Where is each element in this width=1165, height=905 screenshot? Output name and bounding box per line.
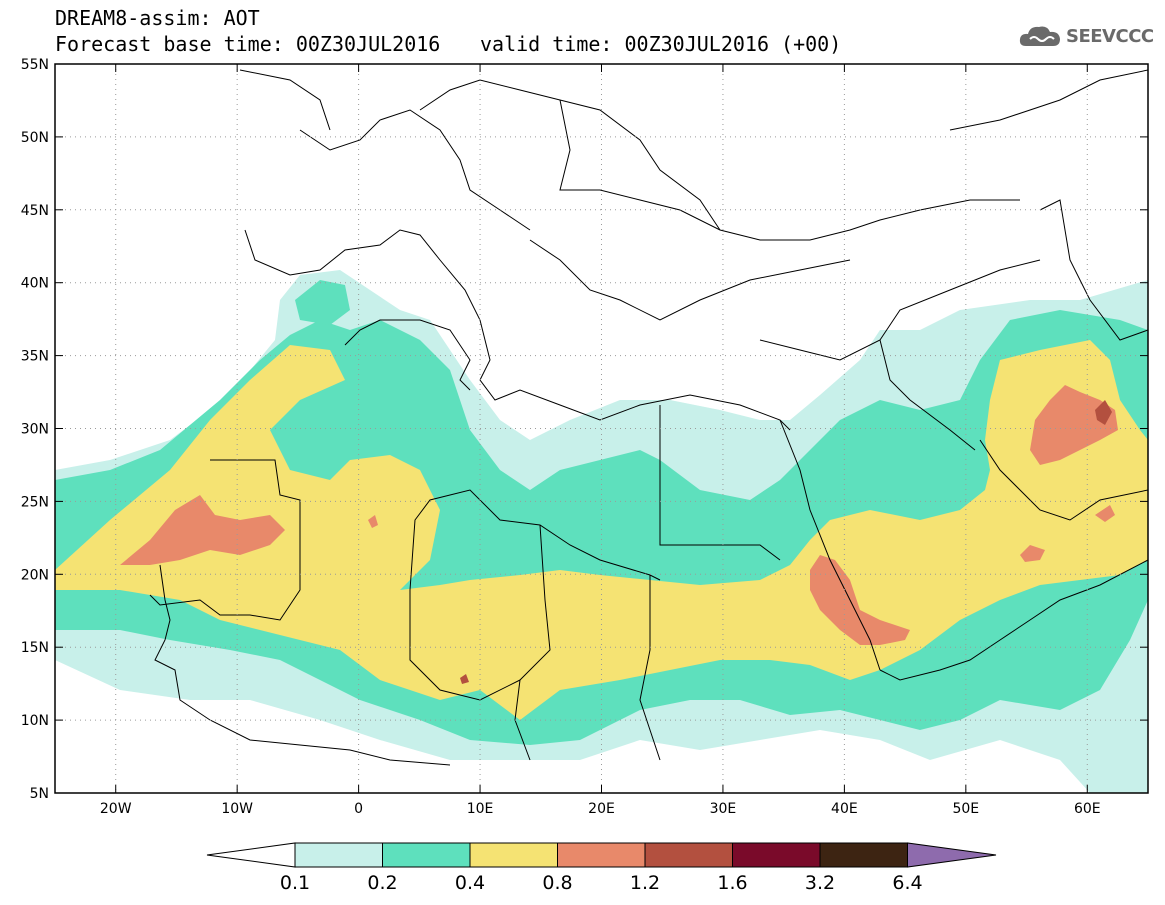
aot-colorbar bbox=[206, 842, 997, 868]
boundaries bbox=[149, 69, 1148, 766]
lat-label: 10N bbox=[21, 713, 49, 729]
aot-band-0.8 bbox=[120, 385, 1118, 645]
colorbar-labels: 0.1 0.2 0.4 0.8 1.2 1.6 3.2 6.4 bbox=[280, 872, 923, 894]
colorbar-segment bbox=[382, 842, 471, 868]
lon-label: 40E bbox=[831, 801, 858, 817]
lon-label: 50E bbox=[952, 801, 979, 817]
lat-label: 15N bbox=[21, 640, 49, 656]
colorbar-level-label: 3.2 bbox=[805, 872, 835, 894]
lat-label: 35N bbox=[21, 349, 49, 365]
logo-text: SEEVCCC bbox=[1066, 25, 1154, 47]
colorbar-arrow-high bbox=[907, 842, 997, 868]
colorbar-level-label: 1.2 bbox=[630, 872, 660, 894]
lat-label: 55N bbox=[21, 57, 49, 73]
lat-label: 40N bbox=[21, 276, 49, 292]
colorbar-segment bbox=[294, 842, 383, 868]
lat-label: 30N bbox=[21, 422, 49, 438]
lon-label: 10W bbox=[221, 801, 253, 817]
colorbar-arrow-low bbox=[206, 842, 296, 868]
map-grid bbox=[55, 64, 1148, 793]
cloud-icon bbox=[1019, 26, 1060, 46]
map-title: DREAM8-assim: AOT bbox=[55, 6, 260, 30]
latitude-labels: 5N 10N 15N 20N 25N 30N 35N 40N 45N 50N 55N bbox=[21, 57, 49, 802]
colorbar-level-label: 0.1 bbox=[280, 872, 310, 894]
colorbar-segment bbox=[732, 842, 821, 868]
lon-label: 60E bbox=[1074, 801, 1101, 817]
lat-label: 5N bbox=[30, 786, 49, 802]
aot-band-1.2 bbox=[460, 400, 1112, 684]
seevccc-logo: SEEVCCC bbox=[1018, 22, 1154, 50]
lon-label: 20E bbox=[588, 801, 615, 817]
forecast-base-time: Forecast base time: 00Z30JUL2016 bbox=[55, 32, 441, 56]
lat-label: 45N bbox=[21, 203, 49, 219]
lat-label: 50N bbox=[21, 130, 49, 146]
axis-ticks bbox=[55, 63, 1148, 794]
lon-label: 10E bbox=[467, 801, 494, 817]
colorbar-segment bbox=[644, 842, 733, 868]
colorbar-level-label: 1.6 bbox=[717, 872, 747, 894]
colorbar-level-label: 0.4 bbox=[455, 872, 485, 894]
colorbar-level-label: 0.8 bbox=[542, 872, 572, 894]
colorbar-segment bbox=[469, 842, 558, 868]
valid-time: valid time: 00Z30JUL2016 (+00) bbox=[480, 32, 842, 56]
lat-label: 20N bbox=[21, 567, 49, 583]
lon-label: 30E bbox=[710, 801, 737, 817]
colorbar-segment bbox=[819, 842, 908, 868]
lon-label: 0 bbox=[354, 801, 363, 817]
colorbar-level-label: 6.4 bbox=[892, 872, 922, 894]
colorbar-segment bbox=[557, 842, 646, 868]
lon-label: 20W bbox=[100, 801, 132, 817]
colorbar-level-label: 0.2 bbox=[367, 872, 397, 894]
longitude-labels: 20W 10W 0 10E 20E 30E 40E 50E 60E bbox=[100, 801, 1101, 817]
lat-label: 25N bbox=[21, 494, 49, 510]
